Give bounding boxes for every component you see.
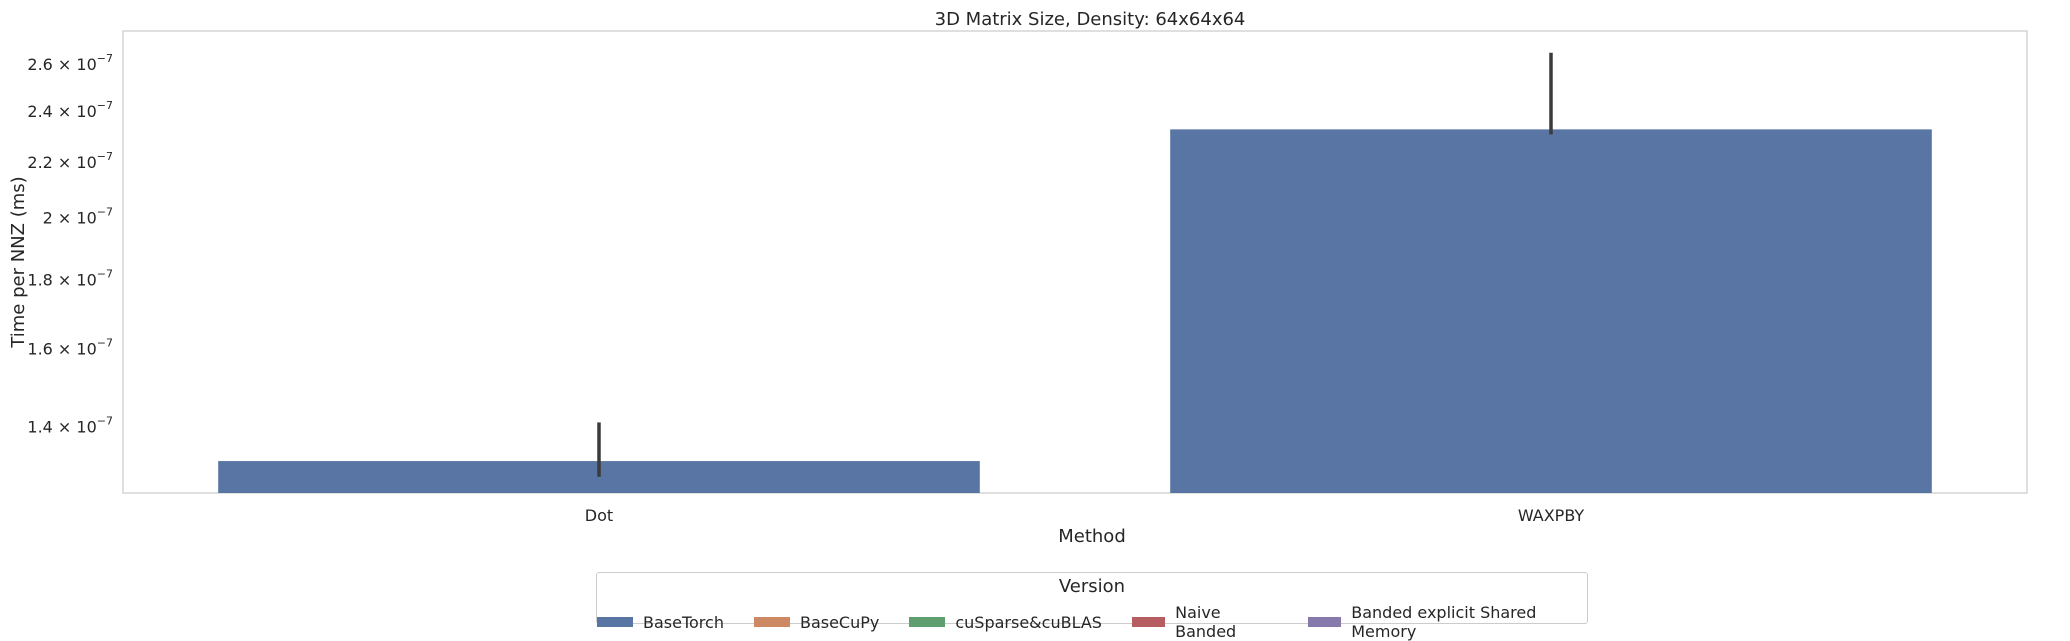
- legend-swatch: [1307, 617, 1342, 627]
- legend: Version BaseTorch BaseCuPy cuSparse&cuBL…: [596, 572, 1588, 641]
- chart-title: 3D Matrix Size, Density: 64x64x64: [935, 9, 1246, 30]
- legend-swatch: [909, 617, 946, 627]
- legend-label: BaseTorch: [643, 612, 724, 632]
- legend-label: cuSparse&cuBLAS: [955, 612, 1102, 632]
- y-tick-label: 1.8 × 10−7: [27, 267, 113, 289]
- bar-waxpby: [1170, 129, 1932, 493]
- plot-frame: [122, 30, 2028, 494]
- x-tick-label: Dot: [585, 506, 613, 525]
- legend-label: BaseCuPy: [799, 612, 880, 632]
- legend-swatch: [1131, 617, 1166, 627]
- legend-item-basetorch: BaseTorch: [597, 603, 724, 641]
- chart: 3D Matrix Size, Density: 64x64x64 1.4 × …: [8, 9, 2028, 547]
- y-tick-label: 1.6 × 10−7: [27, 336, 113, 358]
- y-tick-label: 2.4 × 10−7: [27, 99, 113, 121]
- y-axis-label: Time per NNZ (ms): [8, 176, 29, 348]
- y-tick-label: 2.6 × 10−7: [27, 52, 113, 74]
- legend-swatch: [597, 617, 633, 627]
- y-tick-label: 1.4 × 10−7: [27, 415, 113, 437]
- legend-item-cusparse-cublas: cuSparse&cuBLAS: [909, 603, 1102, 641]
- y-tick-label: 2.2 × 10−7: [27, 150, 113, 172]
- error-bars-layer: [597, 52, 1553, 477]
- legend-item-naive-banded: Naive Banded: [1131, 603, 1278, 641]
- legend-swatch: [753, 617, 790, 627]
- x-tick-label: WAXPBY: [1518, 506, 1585, 525]
- x-tick-labels: Dot WAXPBY: [585, 506, 1585, 525]
- bars-layer: [218, 129, 1932, 493]
- legend-entries: BaseTorch BaseCuPy cuSparse&cuBLAS Naive…: [597, 603, 1587, 641]
- legend-title: Version: [1058, 576, 1126, 597]
- x-axis-label: Method: [1058, 526, 1126, 547]
- legend-item-banded-shared-memory: Banded explicit Shared Memory: [1307, 603, 1587, 641]
- legend-label: Banded explicit Shared Memory: [1351, 603, 1537, 641]
- y-tick-label: 2 × 10−7: [43, 206, 113, 228]
- legend-label: Naive Banded: [1175, 603, 1237, 641]
- legend-item-basecupy: BaseCuPy: [753, 603, 880, 641]
- y-tick-labels: 1.4 × 10−7 1.6 × 10−7 1.8 × 10−7 2 × 10−7 2.…: [27, 52, 113, 437]
